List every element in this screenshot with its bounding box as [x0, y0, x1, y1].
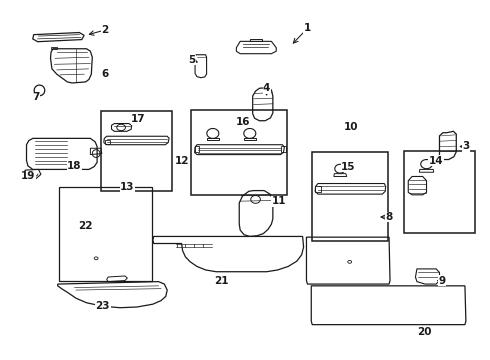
Text: 21: 21 [214, 276, 228, 286]
Bar [59, 187, 152, 280]
Text: 23: 23 [96, 301, 110, 311]
Text: 19: 19 [21, 171, 35, 181]
Text: 6: 6 [101, 69, 108, 79]
Text: 20: 20 [417, 327, 431, 337]
Text: 9: 9 [439, 275, 445, 285]
Text: 8: 8 [386, 212, 392, 222]
Text: 15: 15 [341, 162, 355, 172]
Bar [312, 152, 388, 241]
Text: 14: 14 [429, 156, 443, 166]
Text: 7: 7 [32, 92, 40, 102]
Text: 12: 12 [174, 156, 189, 166]
Text: 17: 17 [131, 114, 146, 124]
Text: 2: 2 [101, 25, 108, 35]
Text: 5: 5 [189, 55, 196, 65]
Text: 16: 16 [236, 117, 251, 127]
Text: 13: 13 [120, 182, 135, 192]
Bar [101, 111, 172, 191]
Text: 4: 4 [263, 83, 270, 93]
Text: 3: 3 [462, 141, 469, 152]
Bar [404, 151, 475, 233]
Text: 10: 10 [343, 122, 358, 132]
Text: 11: 11 [271, 196, 286, 206]
Text: 18: 18 [67, 161, 82, 171]
Text: 22: 22 [78, 221, 93, 231]
Text: 1: 1 [304, 23, 311, 33]
Bar [191, 110, 287, 195]
